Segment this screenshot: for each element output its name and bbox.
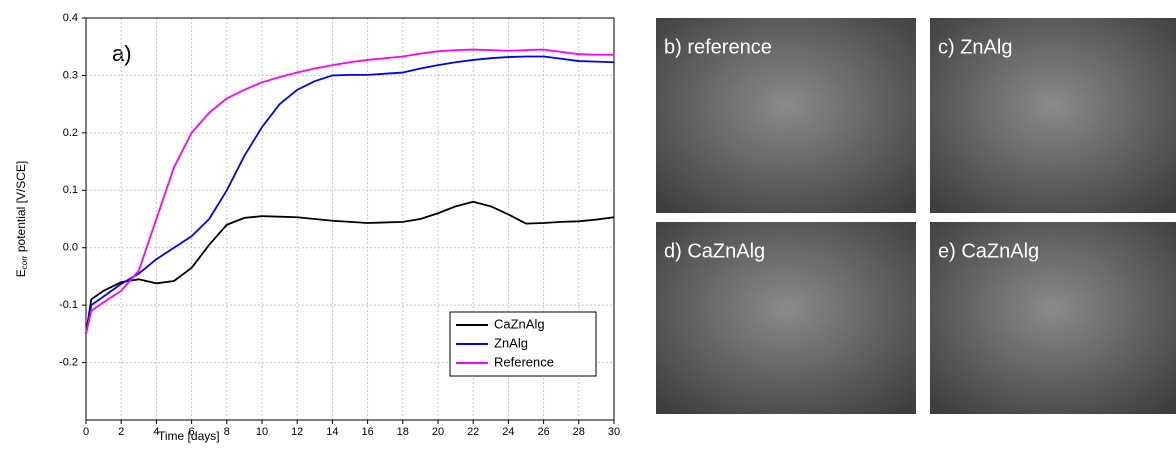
data-line <box>85 200 615 334</box>
y-tick-label: 0.0 <box>63 242 78 254</box>
x-tick-label: 8 <box>224 426 230 438</box>
x-tick-label: 16 <box>361 426 373 438</box>
legend-label: CaZnAlg <box>494 316 545 331</box>
y-label-main: E <box>14 269 28 277</box>
data-line <box>85 48 614 335</box>
image-area <box>930 222 1176 414</box>
x-tick-label: 0 <box>83 426 89 438</box>
image-area <box>656 18 916 213</box>
y-tick-label: 0.2 <box>63 127 78 139</box>
y-tick-label: -0.2 <box>59 356 78 368</box>
x-tick-label: 28 <box>573 426 585 438</box>
x-tick-label: 14 <box>326 426 338 438</box>
x-tick-label: 24 <box>502 426 514 438</box>
x-tick-label: 10 <box>256 426 268 438</box>
panel-label: a) <box>112 41 132 66</box>
sem-image: d) CaZnAlg <box>656 222 916 414</box>
y-tick-label: 0.1 <box>63 184 78 196</box>
image-label: b) reference <box>664 36 772 58</box>
sem-image: c) ZnAlg <box>930 18 1176 213</box>
legend-label: ZnAlg <box>494 335 528 350</box>
data-line <box>85 55 615 335</box>
y-label-sub: corr <box>20 255 29 269</box>
x-tick-label: 20 <box>432 426 444 438</box>
y-tick-label: -0.1 <box>59 299 78 311</box>
plot-frame <box>85 17 615 421</box>
x-tick-label: 30 <box>608 426 620 438</box>
x-tick-label: 18 <box>397 426 409 438</box>
x-tick-label: 4 <box>153 426 159 438</box>
y-label-rest: potential [V/SCE] <box>14 161 28 256</box>
image-label: e) CaZnAlg <box>938 240 1039 262</box>
image-label: c) ZnAlg <box>938 36 1012 58</box>
sem-image: b) reference <box>656 18 916 213</box>
y-tick-label: 0.4 <box>63 12 78 24</box>
y-tick-label: 0.3 <box>63 69 78 81</box>
legend-label: Reference <box>494 354 554 369</box>
x-tick-label: 2 <box>118 426 124 438</box>
x-tick-label: 6 <box>189 426 195 438</box>
sem-image: e) CaZnAlg <box>930 222 1176 414</box>
x-axis-label: Time [days] <box>158 429 220 443</box>
image-area <box>930 18 1176 213</box>
y-axis-label: Ecorr potential [V/SCE] <box>14 161 29 278</box>
x-tick-label: 22 <box>467 426 479 438</box>
x-tick-label: 26 <box>537 426 549 438</box>
x-tick-label: 12 <box>291 426 303 438</box>
image-area <box>656 222 916 414</box>
image-label: d) CaZnAlg <box>664 240 765 262</box>
